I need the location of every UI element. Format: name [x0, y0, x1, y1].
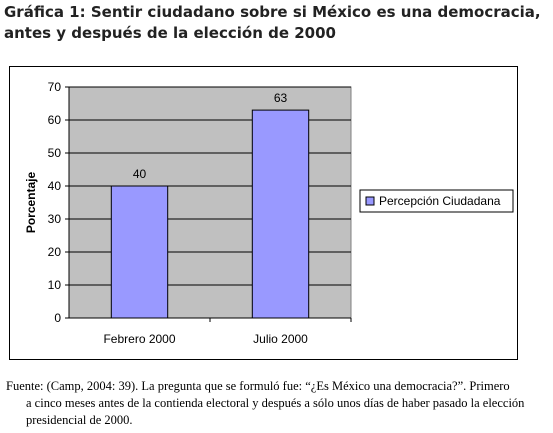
y-tick-label: 40	[48, 179, 62, 193]
y-tick-label: 70	[48, 80, 62, 94]
source-note: Fuente: (Camp, 2004: 39). La pregunta qu…	[6, 378, 550, 429]
data-label: 40	[133, 167, 147, 181]
y-tick-label: 60	[48, 113, 62, 127]
y-axis-title: Porcentaje	[24, 171, 38, 233]
x-tick-label: Julio 2000	[253, 332, 308, 346]
source-note-line2: a cinco meses antes de la contienda elec…	[26, 396, 525, 427]
y-tick-label: 20	[48, 245, 62, 259]
legend-box	[359, 189, 514, 213]
y-tick-label: 30	[48, 212, 62, 226]
y-tick-label: 0	[54, 311, 61, 325]
legend-swatch	[365, 196, 375, 206]
bar	[251, 109, 310, 319]
chart-frame: 0 10 20 30 40 50 60 70 40 Febrero 2000 63 Julio 200…	[9, 66, 518, 360]
chart-title: Gráfica 1: Sentir ciudadano sobre si Méx…	[4, 3, 541, 42]
legend-label: Percepción Ciudadana	[379, 194, 501, 208]
bar	[110, 185, 169, 319]
y-tick-label: 10	[48, 278, 62, 292]
y-tick-label: 50	[48, 146, 62, 160]
source-note-line1: Fuente: (Camp, 2004: 39). La pregunta qu…	[6, 379, 510, 393]
data-label: 63	[274, 91, 288, 105]
x-tick-label: Febrero 2000	[103, 332, 175, 346]
bar-chart: 0 10 20 30 40 50 60 70 40 Febrero 2000 63 Julio 200…	[24, 80, 514, 346]
